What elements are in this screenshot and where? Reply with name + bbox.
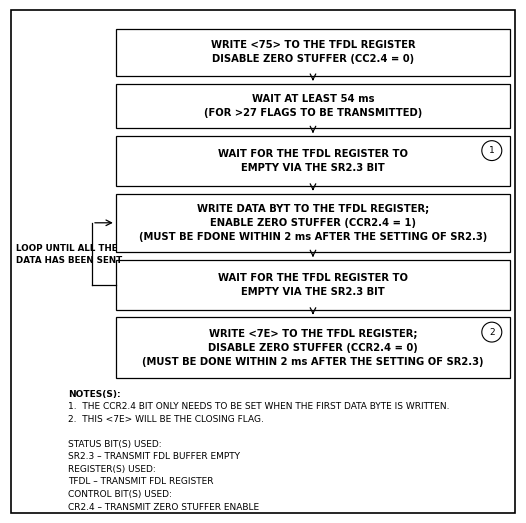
Text: 2.  THIS <7E> WILL BE THE CLOSING FLAG.: 2. THIS <7E> WILL BE THE CLOSING FLAG. [68,415,264,424]
Bar [116,29,510,76]
Text: WAIT FOR THE TFDL REGISTER TO
EMPTY VIA THE SR2.3 BIT: WAIT FOR THE TFDL REGISTER TO EMPTY VIA … [218,273,408,297]
Text: CR2.4 – TRANSMIT ZERO STUFFER ENABLE: CR2.4 – TRANSMIT ZERO STUFFER ENABLE [68,503,259,511]
Bar [116,136,510,186]
Text: 1: 1 [489,146,494,155]
Bar [116,194,510,252]
Text: TFDL – TRANSMIT FDL REGISTER: TFDL – TRANSMIT FDL REGISTER [68,477,214,486]
Text: LOOP UNTIL ALL THE
DATA HAS BEEN SENT: LOOP UNTIL ALL THE DATA HAS BEEN SENT [16,244,122,265]
Text: WRITE <7E> TO THE TFDL REGISTER;
DISABLE ZERO STUFFER (CCR2.4 = 0)
(MUST BE DONE: WRITE <7E> TO THE TFDL REGISTER; DISABLE… [142,328,484,367]
Bar [116,84,510,128]
Text: 2: 2 [489,327,494,337]
Text: STATUS BIT(S) USED:: STATUS BIT(S) USED: [68,440,162,449]
Text: WRITE DATA BYT TO THE TFDL REGISTER;
ENABLE ZERO STUFFER (CCR2.4 = 1)
(MUST BE F: WRITE DATA BYT TO THE TFDL REGISTER; ENA… [139,204,487,242]
Text: WAIT AT LEAST 54 ms
(FOR >27 FLAGS TO BE TRANSMITTED): WAIT AT LEAST 54 ms (FOR >27 FLAGS TO BE… [204,94,422,118]
Text: NOTES(S):: NOTES(S): [68,390,121,399]
Text: 1.  THE CCR2.4 BIT ONLY NEEDS TO BE SET WHEN THE FIRST DATA BYTE IS WRITTEN.: 1. THE CCR2.4 BIT ONLY NEEDS TO BE SET W… [68,402,450,411]
Bar [116,260,510,310]
Bar [116,317,510,378]
Text: SR2.3 – TRANSMIT FDL BUFFER EMPTY: SR2.3 – TRANSMIT FDL BUFFER EMPTY [68,452,240,461]
Text: CONTROL BIT(S) USED:: CONTROL BIT(S) USED: [68,490,172,499]
Text: WRITE <75> TO THE TFDL REGISTER
DISABLE ZERO STUFFER (CC2.4 = 0): WRITE <75> TO THE TFDL REGISTER DISABLE … [210,40,416,64]
Text: REGISTER(S) USED:: REGISTER(S) USED: [68,465,156,474]
Text: WAIT FOR THE TFDL REGISTER TO
EMPTY VIA THE SR2.3 BIT: WAIT FOR THE TFDL REGISTER TO EMPTY VIA … [218,149,408,173]
